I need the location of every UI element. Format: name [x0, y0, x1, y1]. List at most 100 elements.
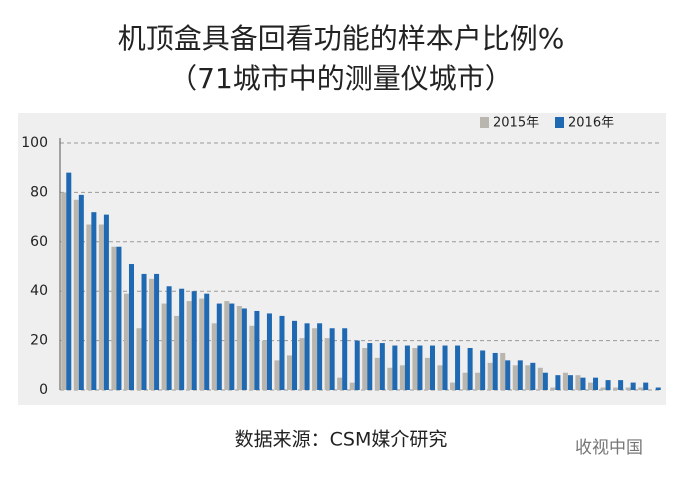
bar [362, 348, 368, 390]
bar [605, 380, 611, 390]
bar [317, 323, 323, 390]
bar [492, 352, 498, 390]
bar [367, 343, 373, 390]
bar [136, 328, 142, 390]
bar [424, 357, 430, 390]
bar [279, 315, 285, 390]
bar [392, 345, 398, 390]
bar [575, 375, 581, 390]
source: 数据来源：CSM媒介研究 [235, 429, 448, 451]
chart-subtitle: （71城市中的测量仪城市） [169, 62, 513, 95]
legend-label: 2015年 [493, 116, 539, 131]
y-tick-label: 80 [30, 184, 48, 200]
bar [655, 387, 661, 390]
bar [236, 306, 242, 390]
bar [555, 375, 561, 390]
bar [166, 286, 172, 390]
bar [78, 194, 84, 390]
bar [517, 360, 523, 390]
bar [287, 355, 293, 390]
bar [593, 377, 599, 390]
bar [588, 382, 594, 390]
bar [312, 328, 318, 390]
bar [500, 352, 506, 390]
bar [254, 310, 260, 390]
bar [412, 348, 418, 390]
bar [211, 323, 217, 390]
bar [618, 380, 624, 390]
bar [480, 350, 486, 390]
bar [455, 345, 461, 390]
bar [329, 328, 335, 390]
bar [111, 246, 117, 390]
bar [643, 382, 649, 390]
y-tick-label: 100 [21, 135, 48, 151]
bar [630, 382, 636, 390]
bar [304, 323, 310, 390]
bar [625, 387, 631, 390]
bar [537, 367, 543, 390]
bar [249, 325, 255, 390]
bar [266, 313, 272, 390]
bar [73, 199, 79, 390]
watermark: 收视中国 [575, 438, 643, 458]
bar [475, 372, 481, 390]
bar [349, 382, 355, 390]
bar [374, 357, 380, 390]
bar [261, 340, 267, 390]
bar [116, 246, 122, 390]
legend-label: 2016年 [568, 116, 614, 131]
bar [462, 372, 468, 390]
bar [442, 345, 448, 390]
bar [505, 360, 511, 390]
bar [86, 224, 92, 390]
bar [204, 293, 210, 390]
bar [274, 360, 280, 390]
bar [562, 372, 568, 390]
bar [229, 303, 235, 390]
bar [399, 365, 405, 390]
bar [174, 315, 180, 390]
bar [123, 293, 129, 390]
legend-swatch [480, 117, 489, 128]
y-tick-label: 60 [30, 234, 48, 250]
bar [103, 214, 109, 390]
bar [292, 320, 298, 390]
bar [179, 288, 185, 390]
bar [550, 387, 556, 390]
bar [342, 328, 348, 390]
bar [613, 387, 619, 390]
legend-swatch [555, 117, 564, 128]
bar [199, 298, 205, 390]
bar [98, 224, 104, 390]
bar [387, 367, 393, 390]
bar [404, 345, 410, 390]
bar [417, 345, 423, 390]
bar [354, 340, 360, 390]
y-tick-label: 20 [30, 333, 48, 349]
bar [241, 308, 247, 390]
bar [141, 273, 147, 390]
bar [299, 338, 305, 390]
bar [487, 362, 493, 390]
bar [530, 362, 536, 390]
bar [429, 345, 435, 390]
bar [638, 387, 644, 390]
y-tick-label: 0 [39, 382, 48, 398]
bar [161, 303, 167, 390]
bar [580, 377, 586, 390]
bar [191, 291, 197, 390]
bar [154, 273, 160, 390]
bar [128, 264, 134, 390]
chart-title: 机顶盒具备回看功能的样本户比例% [118, 22, 565, 55]
bar [450, 382, 456, 390]
bar [512, 365, 518, 390]
bar [186, 301, 192, 390]
y-tick-label: 40 [30, 283, 48, 299]
bar [66, 172, 72, 390]
bar [149, 278, 155, 390]
bar [600, 387, 606, 390]
bar [379, 343, 385, 390]
bar [567, 375, 573, 390]
